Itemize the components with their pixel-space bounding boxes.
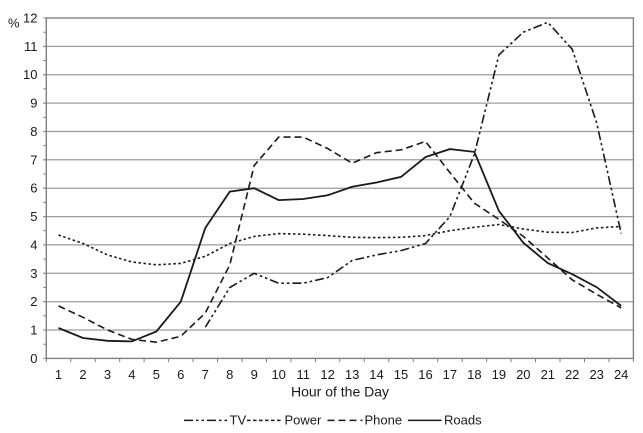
- svg-text:4: 4: [30, 237, 37, 252]
- svg-text:14: 14: [369, 367, 383, 382]
- svg-text:19: 19: [492, 367, 506, 382]
- svg-text:3: 3: [30, 266, 37, 281]
- svg-text:%: %: [8, 16, 20, 31]
- svg-text:21: 21: [541, 367, 555, 382]
- svg-text:Hour of the Day: Hour of the Day: [291, 384, 389, 400]
- svg-text:Roads: Roads: [444, 413, 482, 428]
- svg-text:Phone: Phone: [365, 413, 403, 428]
- svg-text:5: 5: [153, 367, 160, 382]
- svg-text:7: 7: [202, 367, 209, 382]
- svg-text:6: 6: [30, 181, 37, 196]
- svg-text:18: 18: [467, 367, 481, 382]
- svg-text:12: 12: [23, 11, 37, 26]
- svg-text:1: 1: [30, 323, 37, 338]
- svg-text:12: 12: [320, 367, 334, 382]
- svg-text:7: 7: [30, 152, 37, 167]
- svg-text:Power: Power: [285, 413, 323, 428]
- svg-text:13: 13: [345, 367, 359, 382]
- svg-text:10: 10: [23, 67, 37, 82]
- svg-text:8: 8: [226, 367, 233, 382]
- svg-text:23: 23: [589, 367, 603, 382]
- svg-text:16: 16: [418, 367, 432, 382]
- svg-text:4: 4: [128, 367, 135, 382]
- svg-text:2: 2: [79, 367, 86, 382]
- svg-text:1: 1: [55, 367, 62, 382]
- svg-text:0: 0: [30, 351, 37, 366]
- svg-text:20: 20: [516, 367, 530, 382]
- svg-text:15: 15: [394, 367, 408, 382]
- svg-text:3: 3: [104, 367, 111, 382]
- svg-text:2: 2: [30, 294, 37, 309]
- svg-text:10: 10: [271, 367, 285, 382]
- svg-text:8: 8: [30, 124, 37, 139]
- svg-text:17: 17: [443, 367, 457, 382]
- svg-text:9: 9: [30, 96, 37, 111]
- svg-text:6: 6: [177, 367, 184, 382]
- svg-text:22: 22: [565, 367, 579, 382]
- svg-text:5: 5: [30, 209, 37, 224]
- svg-text:24: 24: [614, 367, 628, 382]
- svg-text:11: 11: [296, 367, 310, 382]
- svg-text:9: 9: [251, 367, 258, 382]
- svg-text:11: 11: [24, 39, 38, 54]
- svg-text:TV: TV: [230, 413, 247, 428]
